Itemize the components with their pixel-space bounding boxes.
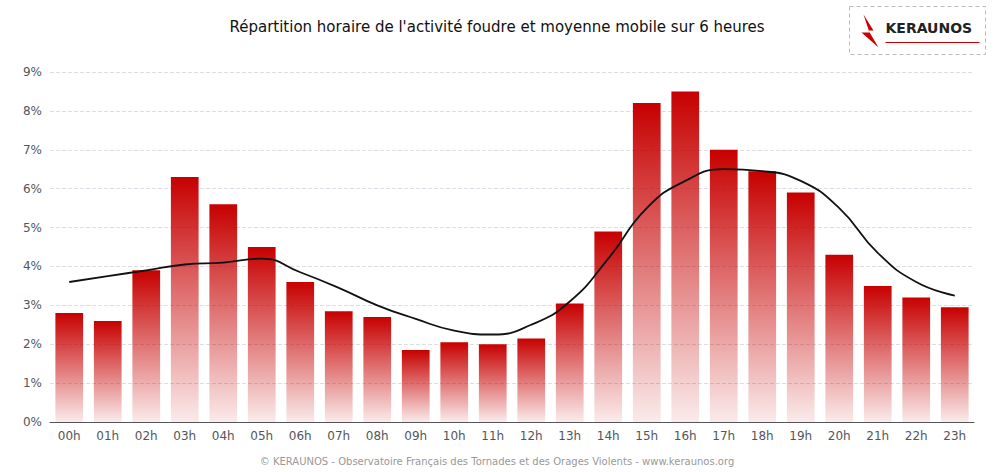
svg-text:18h: 18h xyxy=(751,429,774,443)
svg-text:1%: 1% xyxy=(23,376,42,390)
svg-text:8%: 8% xyxy=(23,104,42,118)
svg-text:01h: 01h xyxy=(96,429,119,443)
svg-text:03h: 03h xyxy=(173,429,196,443)
svg-text:6%: 6% xyxy=(23,182,42,196)
svg-text:Répartition horaire de l'activ: Répartition horaire de l'activité foudre… xyxy=(229,18,764,36)
svg-text:08h: 08h xyxy=(366,429,389,443)
svg-text:23h: 23h xyxy=(943,429,966,443)
svg-text:19h: 19h xyxy=(789,429,812,443)
svg-text:05h: 05h xyxy=(250,429,273,443)
svg-text:15h: 15h xyxy=(635,429,658,443)
svg-text:KERAUNOS: KERAUNOS xyxy=(886,20,973,36)
svg-text:20h: 20h xyxy=(828,429,851,443)
svg-text:06h: 06h xyxy=(289,429,312,443)
svg-text:16h: 16h xyxy=(674,429,697,443)
svg-text:© KERAUNOS - Observatoire Fran: © KERAUNOS - Observatoire Français des T… xyxy=(260,456,735,467)
svg-text:3%: 3% xyxy=(23,298,42,312)
svg-text:2%: 2% xyxy=(23,337,42,351)
svg-text:12h: 12h xyxy=(520,429,543,443)
svg-text:17h: 17h xyxy=(712,429,735,443)
svg-text:0%: 0% xyxy=(23,415,42,429)
svg-text:07h: 07h xyxy=(327,429,350,443)
svg-text:9%: 9% xyxy=(23,65,42,79)
svg-text:22h: 22h xyxy=(905,429,928,443)
svg-text:04h: 04h xyxy=(212,429,235,443)
svg-text:14h: 14h xyxy=(597,429,620,443)
svg-text:21h: 21h xyxy=(866,429,889,443)
svg-text:5%: 5% xyxy=(23,221,42,235)
svg-text:4%: 4% xyxy=(23,259,42,273)
svg-text:10h: 10h xyxy=(443,429,466,443)
svg-text:11h: 11h xyxy=(481,429,504,443)
svg-text:00h: 00h xyxy=(58,429,81,443)
svg-text:02h: 02h xyxy=(135,429,158,443)
svg-text:7%: 7% xyxy=(23,143,42,157)
svg-text:13h: 13h xyxy=(558,429,581,443)
svg-text:09h: 09h xyxy=(404,429,427,443)
